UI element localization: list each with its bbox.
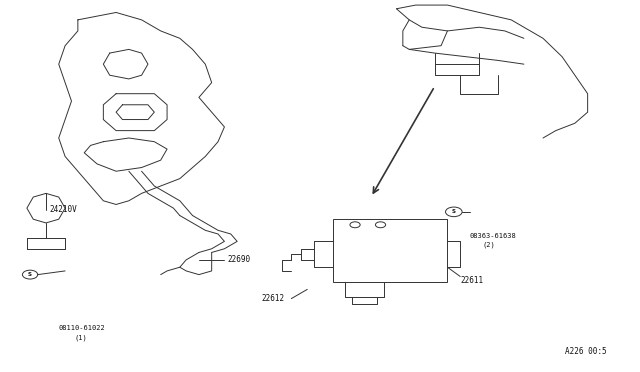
- Text: 08363-61638: 08363-61638: [470, 233, 516, 239]
- Text: A226 00:5: A226 00:5: [565, 347, 607, 356]
- Text: 22690: 22690: [228, 255, 251, 264]
- Text: S: S: [28, 272, 32, 277]
- Text: 24210V: 24210V: [49, 205, 77, 215]
- Text: 22612: 22612: [262, 294, 285, 303]
- Text: 22611: 22611: [460, 276, 483, 285]
- Text: (2): (2): [483, 242, 495, 248]
- FancyBboxPatch shape: [333, 219, 447, 282]
- Text: (1): (1): [75, 334, 88, 341]
- Text: 08110-61022: 08110-61022: [59, 325, 106, 331]
- Text: S: S: [452, 209, 456, 214]
